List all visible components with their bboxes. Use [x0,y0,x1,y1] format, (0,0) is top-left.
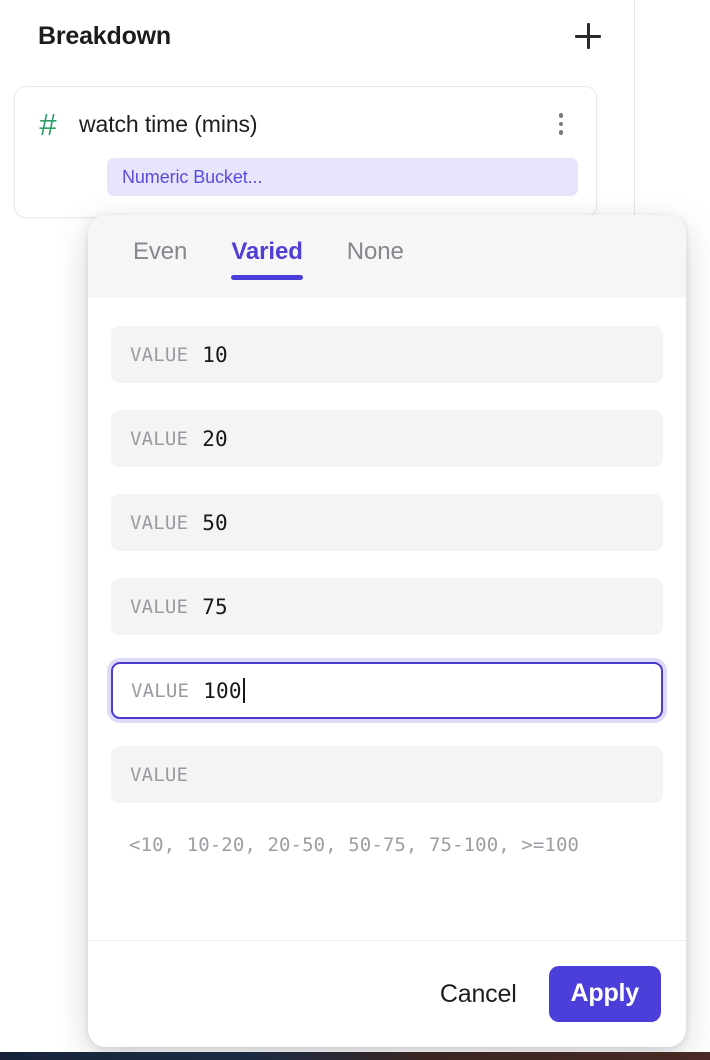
bucket-mode-tabs: Even Varied None [88,215,686,298]
cancel-button[interactable]: Cancel [426,970,531,1019]
bucket-value-input[interactable]: 20 [202,426,228,451]
breakdown-header: Breakdown [0,0,634,72]
bucket-value-input[interactable]: 10 [202,342,228,367]
value-label: VALUE [130,511,189,534]
os-bottom-bar [0,1052,710,1060]
value-placeholder: VALUE [130,763,189,786]
bucket-value-input[interactable]: 50 [202,510,228,535]
page-title: Breakdown [38,21,171,50]
value-label: VALUE [131,679,190,702]
value-label: VALUE [130,343,189,366]
tab-none[interactable]: None [325,238,426,288]
breakdown-property-card[interactable]: # watch time (mins) Numeric Bucket... [14,86,597,218]
bucket-value-row[interactable]: VALUE 20 [111,410,663,467]
bucket-value-input-focused[interactable]: 100 [203,678,242,703]
tab-varied[interactable]: Varied [209,238,324,288]
bucket-preview-text: <10, 10-20, 20-50, 50-75, 75-100, >=100 [129,834,580,856]
kebab-menu-icon[interactable] [544,107,578,141]
numeric-bucket-chip-label: Numeric Bucket... [122,166,263,187]
hash-icon: # [39,106,57,142]
kebab-dot [558,113,564,118]
plus-icon [575,23,601,49]
property-name: watch time (mins) [79,110,258,137]
tab-even[interactable]: Even [111,238,209,288]
bucket-value-row-empty[interactable]: VALUE [111,746,663,803]
bucket-value-input[interactable]: 75 [202,594,228,619]
bucket-value-row[interactable]: VALUE 10 [111,326,663,383]
bucket-value-row[interactable]: VALUE 50 [111,494,663,551]
numeric-bucket-chip[interactable]: Numeric Bucket... [107,158,578,196]
kebab-dot [558,130,564,135]
property-card-row: # watch time (mins) [33,107,578,141]
bucket-value-row-focused[interactable]: VALUE 100 [111,662,663,719]
bucket-value-row[interactable]: VALUE 75 [111,578,663,635]
bucket-values-list: VALUE 10 VALUE 20 VALUE 50 VALUE 75 VALU… [88,298,686,940]
popover-footer: Cancel Apply [88,940,686,1047]
kebab-dot [558,121,564,127]
numeric-bucket-popover: Even Varied None VALUE 10 VALUE 20 VALUE… [88,215,686,1047]
add-breakdown-button[interactable] [568,16,608,56]
value-label: VALUE [130,595,189,618]
text-caret [242,678,245,703]
panel-divider [634,0,635,218]
value-label: VALUE [130,427,189,450]
apply-button[interactable]: Apply [548,966,661,1022]
